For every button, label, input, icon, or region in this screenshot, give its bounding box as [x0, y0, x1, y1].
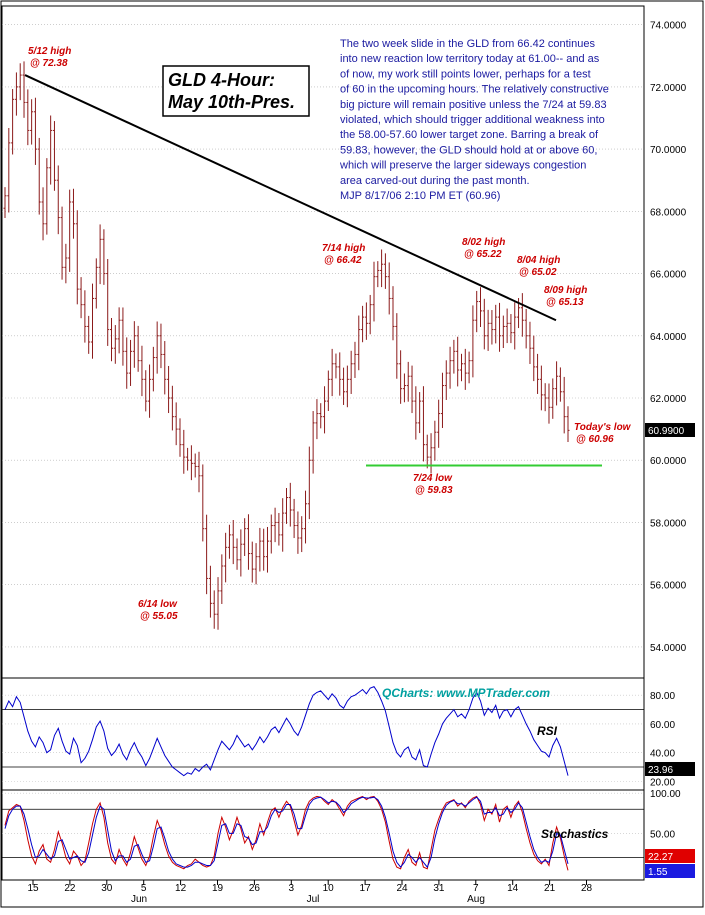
- annotation-line2: @ 65.02: [519, 267, 557, 278]
- stoch-series-line: [4, 795, 569, 871]
- resistance-trendline: [24, 74, 557, 322]
- stoch-last-box-2: [645, 864, 695, 878]
- rsi-y-axis: 20.00 40.00 60.00 80.00: [650, 691, 675, 788]
- chart-title: GLD 4-Hour:: [168, 70, 275, 90]
- price-y-axis: 54.0000 56.0000 58.0000 60.0000 62.0000 64.00…: [650, 21, 687, 654]
- price-y-tick-label: 60.0000: [650, 456, 687, 467]
- commentary-line: violated, which should trigger additiona…: [340, 114, 605, 126]
- commentary-line: which will preserve the larger sideways …: [339, 160, 586, 172]
- chart-subtitle: May 10th-Pres.: [168, 92, 295, 112]
- x-tick-label: 3: [289, 883, 295, 894]
- stoch-y-axis: 50.00 100.00: [650, 789, 681, 840]
- price-y-tick-label: 72.0000: [650, 83, 687, 94]
- annotation-line2: @ 60.96: [576, 434, 614, 445]
- price-panel-frame: [1, 5, 645, 679]
- price-y-tick-label: 64.0000: [650, 332, 687, 343]
- price-gridlines: [2, 24, 644, 648]
- price-y-tick-label: 70.0000: [650, 145, 687, 156]
- x-tick-label: 24: [396, 883, 408, 894]
- rsi-y-tick-label: 40.00: [650, 749, 675, 760]
- rsi-y-tick-label: 20.00: [650, 777, 675, 788]
- annotation-line2: @ 55.05: [140, 611, 178, 622]
- commentary-line: area carved-out during the past month.: [340, 175, 530, 187]
- annotation-line1: 8/02 high: [462, 237, 505, 248]
- stoch-gridlines: [2, 792, 644, 858]
- rsi-last-label: 23.96: [648, 765, 673, 776]
- annotation-line2: @ 59.83: [415, 485, 453, 496]
- x-tick-label: 10: [323, 883, 335, 894]
- annotation-line1: 5/12 high: [28, 46, 71, 57]
- rsi-y-tick-label: 60.00: [650, 720, 675, 731]
- price-y-tick-label: 56.0000: [650, 581, 687, 592]
- annotation-line1: 6/14 low: [138, 599, 178, 610]
- x-tick-label: 7: [473, 883, 479, 894]
- stoch-series-lines: [4, 795, 569, 871]
- rsi-series-line: [4, 685, 569, 777]
- x-tick-label: 26: [249, 883, 261, 894]
- stoch-last-box-1: [645, 849, 695, 863]
- price-y-tick-label: 74.0000: [650, 21, 687, 32]
- x-month-label: Jun: [131, 894, 147, 905]
- x-tick-label: 28: [581, 883, 593, 894]
- price-annotations: 5/12 high@ 72.38 6/14 low@ 55.05 7/14 high…: [28, 46, 632, 622]
- rsi-last-box: [645, 762, 695, 776]
- x-tick-label: 31: [433, 883, 445, 894]
- annotation-line1: Today's low: [574, 422, 632, 433]
- x-tick-label: 12: [175, 883, 187, 894]
- commentary-line: of 60 in the upcoming hours. The relativ…: [340, 84, 609, 96]
- x-tick-label: 30: [101, 883, 113, 894]
- x-axis: 15 22 30 5 12 19 26 3 10 17 24 31 7 14 21 28 Jun Jul Aug: [27, 880, 592, 905]
- annotation-line2: @ 65.13: [546, 297, 584, 308]
- commentary-line: 59.83, however, the GLD should hold at o…: [340, 144, 597, 156]
- annotation-line1: 8/09 high: [544, 285, 587, 296]
- stoch-last-label-1: 22.27: [648, 852, 673, 863]
- stoch-y-tick-label: 100.00: [650, 789, 681, 800]
- last-price-label: 60.9900: [648, 426, 685, 437]
- price-y-tick-label: 66.0000: [650, 270, 687, 281]
- price-y-tick-label: 68.0000: [650, 207, 687, 218]
- commentary-line: big picture will remain positive unless …: [340, 99, 607, 111]
- x-tick-label: 22: [64, 883, 76, 894]
- x-tick-label: 14: [507, 883, 519, 894]
- x-tick-label: 15: [27, 883, 39, 894]
- rsi-label: RSI: [537, 724, 558, 738]
- price-bars: [3, 61, 570, 630]
- commentary-line: The two week slide in the GLD from 66.42…: [340, 38, 595, 50]
- title-box: [162, 65, 310, 117]
- rsi-panel-frame: [1, 677, 645, 791]
- stoch-last-label-2: 1.55: [648, 867, 668, 878]
- stoch-y-tick-label: 50.00: [650, 829, 675, 840]
- x-month-label: Jul: [307, 894, 320, 905]
- price-y-tick-label: 54.0000: [650, 643, 687, 654]
- x-month-label: Aug: [467, 894, 485, 905]
- commentary-text: The two week slide in the GLD from 66.42…: [339, 38, 609, 202]
- brand-label: QCharts: www.MPTrader.com: [382, 686, 550, 700]
- x-tick-label: 19: [212, 883, 224, 894]
- annotation-line2: @ 72.38: [30, 58, 68, 69]
- stoch-label: Stochastics: [541, 827, 609, 841]
- commentary-line: into new reaction low territory today at…: [340, 53, 600, 65]
- commentary-line: of now, my work still points lower, perh…: [340, 68, 591, 80]
- commentary-line: MJP 8/17/06 2:10 PM ET (60.96): [340, 190, 500, 202]
- price-y-tick-label: 58.0000: [650, 518, 687, 529]
- x-tick-label: 5: [141, 883, 147, 894]
- annotation-line1: 7/14 high: [322, 243, 365, 254]
- annotation-line1: 8/04 high: [517, 255, 560, 266]
- rsi-y-tick-label: 80.00: [650, 691, 675, 702]
- last-price-box: [645, 423, 695, 437]
- x-tick-label: 21: [544, 883, 556, 894]
- commentary-line: the 58.00-57.60 lower target zone. Barri…: [340, 129, 599, 141]
- annotation-line1: 7/24 low: [413, 473, 453, 484]
- rsi-gridlines: [2, 694, 644, 782]
- stoch-series-line: [4, 796, 569, 869]
- price-y-tick-label: 62.0000: [650, 394, 687, 405]
- annotation-line2: @ 65.22: [464, 249, 502, 260]
- annotation-line2: @ 66.42: [324, 255, 362, 266]
- x-tick-label: 17: [360, 883, 372, 894]
